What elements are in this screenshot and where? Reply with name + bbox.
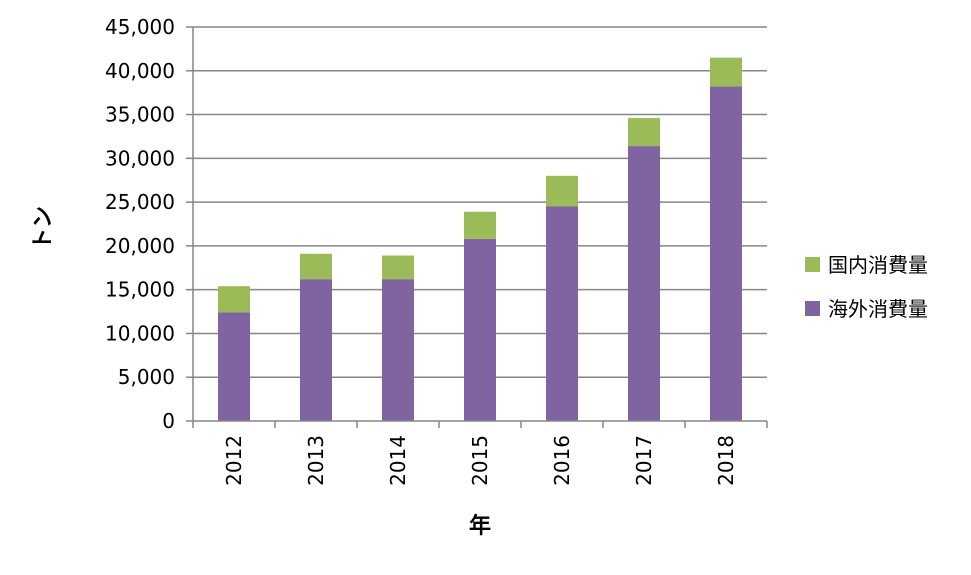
bar-segment <box>464 238 496 421</box>
y-tick-label: 10,000 <box>105 321 175 345</box>
y-tick-label: 20,000 <box>105 234 175 258</box>
x-tick-label: 2013 <box>304 435 328 486</box>
x-axis-title: 年 <box>469 513 491 539</box>
x-tick-label: 2015 <box>468 435 492 486</box>
y-tick-label: 45,000 <box>105 15 175 39</box>
y-tick-label: 15,000 <box>105 278 175 302</box>
x-tick-labels: 2012 2013 2014 2015 2016 2017 2018 <box>222 435 738 486</box>
gridlines <box>193 26 767 378</box>
bar-segment <box>546 206 578 421</box>
y-tick-labels: 0 5,000 10,000 15,000 20,000 25,000 30,000 35,0… <box>105 15 175 433</box>
y-tick-label: 0 <box>162 409 175 433</box>
x-tick-label: 2018 <box>714 435 738 486</box>
legend-swatch <box>805 301 820 316</box>
bar-segment <box>464 211 496 239</box>
bar-segment <box>300 253 332 280</box>
bar-segment <box>628 146 660 421</box>
bar-segment <box>710 86 742 421</box>
bar-segment <box>710 57 742 87</box>
y-tick-label: 30,000 <box>105 146 175 170</box>
y-tick-label: 25,000 <box>105 190 175 214</box>
y-tick-label: 5,000 <box>118 365 175 389</box>
x-tick-label: 2017 <box>632 435 656 486</box>
bar-segment <box>218 286 250 313</box>
legend-label: 海外消費量 <box>828 297 928 321</box>
legend-swatch <box>805 257 820 272</box>
axes <box>186 26 768 428</box>
bar-segment <box>546 175 578 207</box>
bar-segment <box>218 312 250 421</box>
x-tick-label: 2014 <box>386 435 410 486</box>
y-tick-label: 35,000 <box>105 103 175 127</box>
bar-segment <box>382 279 414 421</box>
bar-segment <box>382 255 414 280</box>
y-tick-label: 40,000 <box>105 59 175 83</box>
x-tick-label: 2012 <box>222 435 246 486</box>
y-axis-title: トン <box>31 206 56 250</box>
x-tick-label: 2016 <box>550 435 574 486</box>
bar-segment <box>300 279 332 421</box>
legend-label: 国内消費量 <box>828 253 928 277</box>
bars <box>218 57 742 421</box>
bar-segment <box>628 118 660 147</box>
